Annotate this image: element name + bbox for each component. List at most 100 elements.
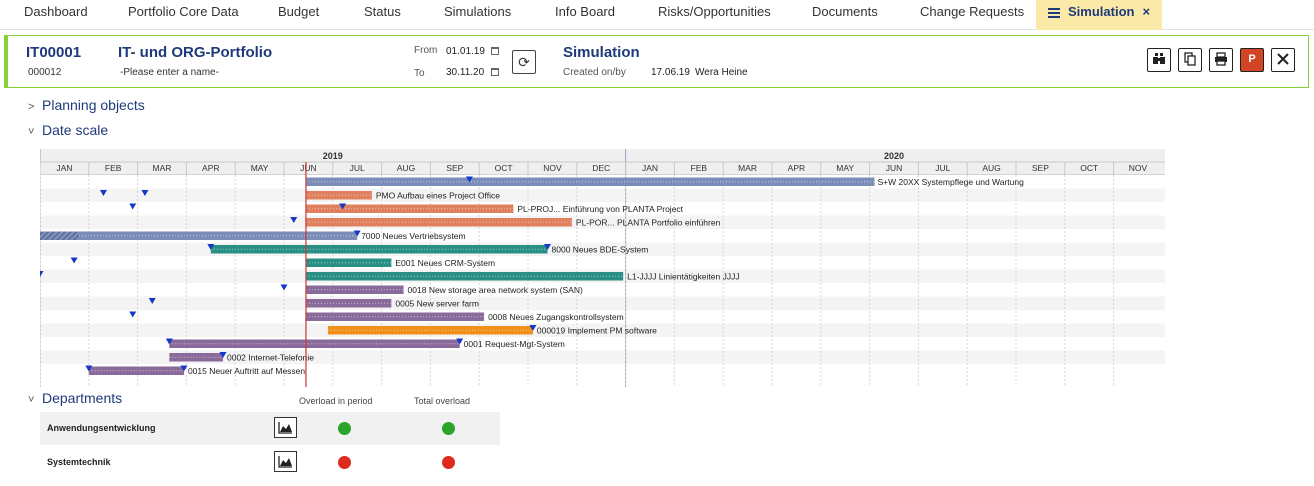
to-label: To	[414, 68, 425, 79]
gantt-bar-label: 7000 Neues Vertriebsystem	[361, 231, 465, 241]
milestone-marker	[148, 298, 156, 304]
month-label: NOV	[1129, 163, 1148, 173]
month-label: JUN	[886, 163, 903, 173]
milestone-marker	[70, 257, 78, 264]
copy-button[interactable]	[1178, 48, 1202, 72]
print-button[interactable]	[1209, 48, 1233, 72]
department-name: Anwendungsentwicklung	[47, 423, 156, 433]
gantt-bar	[305, 272, 624, 281]
gantt-bar	[169, 353, 223, 362]
milestone-marker	[544, 244, 552, 250]
gantt-bar-label: 000019 Implement PM software	[537, 326, 657, 336]
section-departments-label: Departments	[42, 390, 123, 406]
department-row: Anwendungsentwicklung	[40, 412, 500, 445]
month-label: DEC	[592, 163, 610, 173]
close-icon[interactable]: ×	[1142, 4, 1151, 19]
tab-portfolio-core-data[interactable]: Portfolio Core Data	[128, 4, 239, 19]
area-chart-icon	[278, 456, 292, 468]
status-dot-period	[338, 422, 351, 435]
milestone-marker	[456, 338, 464, 345]
month-label: FEB	[105, 163, 122, 173]
section-planning-label: Planning objects	[42, 97, 145, 113]
gantt-bar-label: L1-JJJJ Linientätigkeiten JJJJ	[627, 272, 739, 282]
tab-risks-opportunities[interactable]: Risks/Opportunities	[658, 4, 771, 19]
gantt-bar-label: 0015 Neuer Auftritt auf Messen	[188, 366, 305, 376]
simulation-title: Simulation	[563, 44, 640, 61]
column-total-overload: Total overload	[414, 396, 471, 406]
month-label: SEP	[446, 163, 463, 173]
calendar-icon[interactable]	[491, 68, 499, 76]
section-date-scale[interactable]: ˅ Date scale	[28, 122, 108, 138]
tab-budget[interactable]: Budget	[278, 4, 320, 19]
gantt-bar-label: PMO Aufbau eines Project Office	[376, 191, 500, 201]
binoculars-icon	[1153, 53, 1165, 64]
chevron-down-icon: ˅	[28, 126, 35, 138]
section-departments[interactable]: ˅ Departments	[28, 390, 122, 406]
milestone-marker	[165, 338, 173, 345]
milestone-marker	[353, 230, 361, 237]
portfolio-name-input[interactable]: -Please enter a name-	[120, 67, 219, 78]
created-date: 17.06.19	[651, 67, 690, 78]
area-chart-icon	[278, 422, 292, 434]
gantt-bar	[40, 231, 358, 240]
powerpoint-export-button[interactable]: P	[1240, 48, 1264, 72]
gantt-bar	[305, 204, 514, 213]
copy-icon	[1184, 52, 1196, 66]
binoculars-button[interactable]	[1147, 48, 1171, 72]
gantt-bar-label: 0005 New server farm	[395, 299, 479, 309]
gantt-bar-label: PL-POR... PLANTA Portfolio einführen	[576, 218, 721, 228]
milestone-marker	[465, 176, 473, 183]
year-label: 2020	[884, 151, 904, 161]
created-label: Created on/by	[563, 67, 626, 78]
gantt-bar-label: 0001 Request-Mgt-System	[464, 339, 565, 349]
status-dot-total	[442, 456, 455, 469]
calendar-icon[interactable]	[491, 47, 499, 55]
month-label: MAY	[251, 163, 269, 173]
month-label: SEP	[1032, 163, 1049, 173]
month-label: MAY	[836, 163, 854, 173]
tab-simulations[interactable]: Simulations	[444, 4, 512, 19]
gantt-bar-label: 8000 Neues BDE-System	[552, 245, 649, 255]
to-date-field[interactable]: 30.11.20	[446, 67, 485, 78]
from-date-field[interactable]: 01.01.19	[446, 46, 485, 57]
portfolio-title: IT- und ORG-Portfolio	[118, 44, 273, 61]
chevron-down-icon: ˅	[28, 394, 35, 406]
milestone-marker	[339, 203, 347, 210]
tab-dashboard[interactable]: Dashboard	[24, 4, 88, 19]
refresh-button[interactable]: ⟳	[512, 50, 536, 74]
gantt-bar-label: E001 Neues CRM-System	[395, 258, 495, 268]
month-label: JUL	[350, 163, 365, 173]
gantt-chart[interactable]: 2019 2020 JAN FEB MAR APR MAY JUN JUL AUG SEP OCT NO…	[40, 149, 1165, 387]
chevron-right-icon: >	[28, 101, 35, 113]
hamburger-icon[interactable]	[1048, 6, 1060, 20]
tab-status[interactable]: Status	[364, 4, 401, 19]
gantt-bar-label: 0018 New storage area network system (SA…	[408, 285, 583, 295]
close-button[interactable]	[1271, 48, 1295, 72]
portfolio-subid: 000012	[28, 67, 62, 78]
area-chart-button[interactable]	[274, 417, 297, 438]
top-navigation: Dashboard Portfolio Core Data Budget Sta…	[0, 0, 1314, 30]
gantt-row-bg	[40, 323, 1165, 337]
section-planning-objects[interactable]: > Planning objects	[28, 97, 145, 113]
month-label: AUG	[982, 163, 1000, 173]
column-overload-period: Overload in period	[299, 396, 373, 406]
gantt-row-bg	[40, 296, 1165, 310]
created-by: Wera Heine	[695, 67, 748, 78]
gantt-bar-label: 0008 Neues Zugangskontrollsystem	[488, 312, 624, 322]
milestone-marker	[290, 217, 298, 223]
gantt-bar	[169, 339, 460, 348]
milestone-marker	[280, 284, 288, 291]
section-datescale-label: Date scale	[42, 122, 109, 138]
month-label: JUL	[935, 163, 950, 173]
tab-documents[interactable]: Documents	[812, 4, 878, 19]
gantt-row-bg	[40, 188, 1165, 202]
year-label: 2019	[323, 151, 343, 161]
area-chart-button[interactable]	[274, 451, 297, 472]
tab-info-board[interactable]: Info Board	[555, 4, 615, 19]
from-label: From	[414, 45, 438, 56]
month-label: MAR	[738, 163, 757, 173]
milestone-marker	[129, 311, 137, 318]
tab-change-requests[interactable]: Change Requests	[920, 4, 1025, 19]
milestone-marker	[207, 244, 215, 250]
tab-simulation-active[interactable]: Simulation ×	[1036, 0, 1163, 30]
